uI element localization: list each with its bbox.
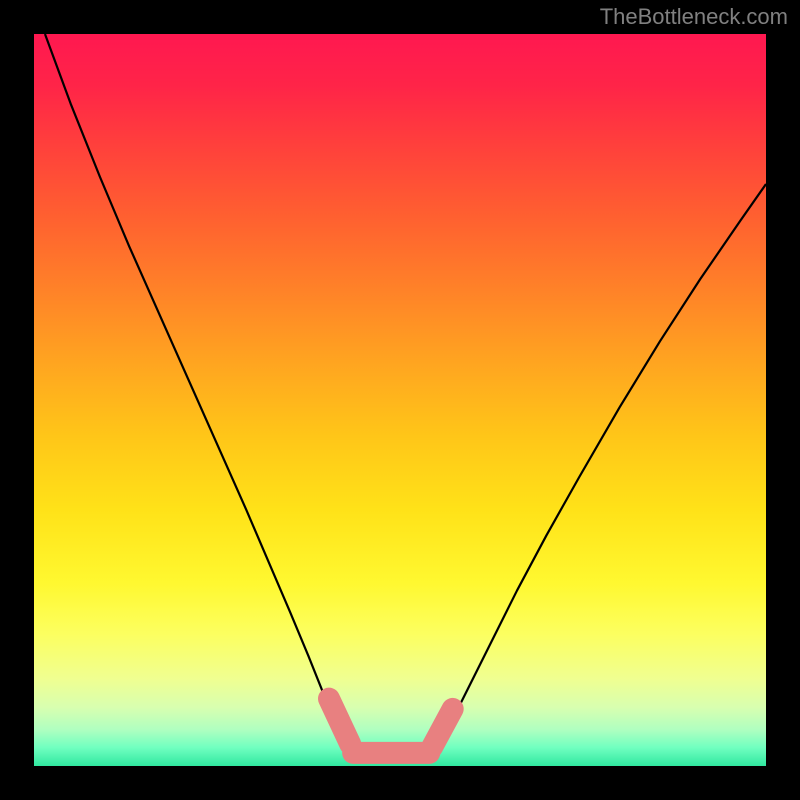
plot-background	[34, 34, 766, 766]
chart-svg	[0, 0, 800, 800]
chart-container: TheBottleneck.com	[0, 0, 800, 800]
watermark-text: TheBottleneck.com	[600, 4, 788, 30]
